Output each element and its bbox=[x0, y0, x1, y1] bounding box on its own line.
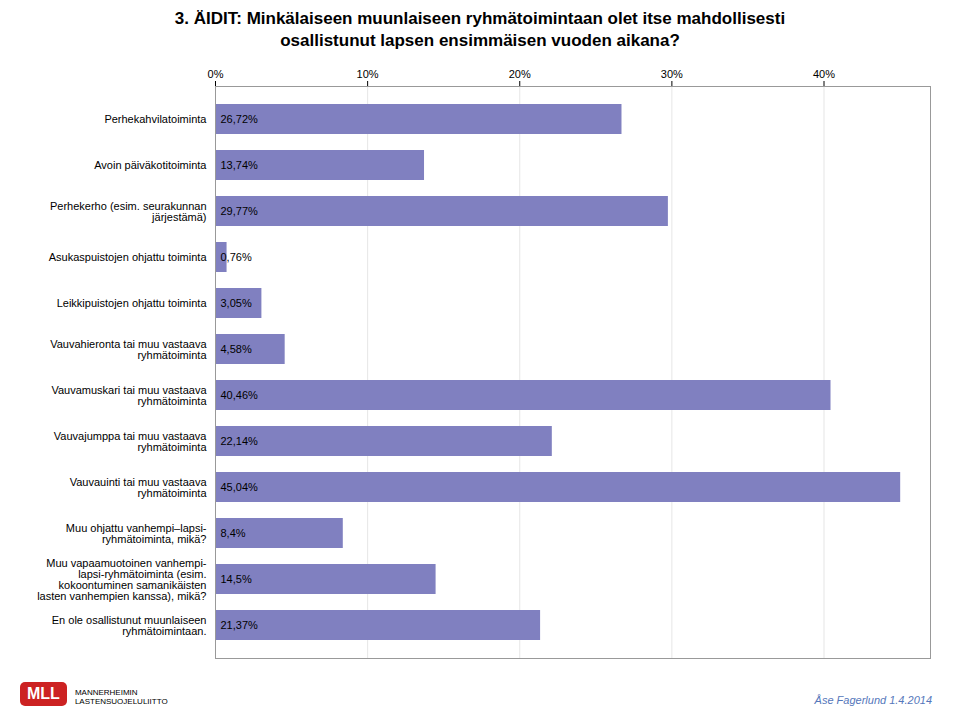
html-text:MLL: MLL bbox=[27, 685, 60, 702]
svg-text:40%: 40% bbox=[813, 68, 835, 80]
svg-text:3,05%: 3,05% bbox=[221, 297, 252, 309]
svg-text:Leikkipuistojen ohjattu toimin: Leikkipuistojen ohjattu toiminta bbox=[57, 297, 208, 309]
svg-text:Vauvahieronta tai muu vastaava: Vauvahieronta tai muu vastaavaryhmätoimi… bbox=[50, 338, 207, 361]
svg-text:30%: 30% bbox=[661, 68, 683, 80]
svg-text:Asukaspuistojen ohjattu toimin: Asukaspuistojen ohjattu toiminta bbox=[49, 251, 208, 263]
svg-text:Vauvauinti tai muu vastaavaryh: Vauvauinti tai muu vastaavaryhmätoiminta bbox=[70, 476, 208, 499]
svg-text:14,5%: 14,5% bbox=[221, 573, 252, 585]
svg-text:0%: 0% bbox=[208, 68, 224, 80]
svg-text:29,77%: 29,77% bbox=[221, 205, 259, 217]
svg-text:21,37%: 21,37% bbox=[221, 619, 259, 631]
html-text:3. ÄIDIT: Minkälaiseen muunlai: 3. ÄIDIT: Minkälaiseen muunlaiseen ryhmä… bbox=[174, 9, 786, 50]
svg-text:Muu vapaamuotoinen vanhempi-la: Muu vapaamuotoinen vanhempi-lapsi-ryhmät… bbox=[37, 557, 207, 602]
svg-text:4,58%: 4,58% bbox=[221, 343, 252, 355]
svg-text:Vauvajumppa tai muu vastaavary: Vauvajumppa tai muu vastaavaryhmätoimint… bbox=[54, 430, 208, 453]
svg-text:En ole osallistunut muunlaisee: En ole osallistunut muunlaiseenryhmätoim… bbox=[52, 614, 207, 637]
svg-text:22,14%: 22,14% bbox=[221, 435, 259, 447]
svg-text:13,74%: 13,74% bbox=[221, 159, 259, 171]
html-text:Åse Fagerlund 1.4.2014: Åse Fagerlund 1.4.2014 bbox=[814, 694, 932, 706]
svg-text:Perhekahvilatoiminta: Perhekahvilatoiminta bbox=[104, 113, 207, 125]
svg-text:Muu ohjattu vanhempi–lapsi-ryh: Muu ohjattu vanhempi–lapsi-ryhmätoiminta… bbox=[66, 522, 207, 545]
svg-text:0,76%: 0,76% bbox=[221, 251, 252, 263]
svg-text:8,4%: 8,4% bbox=[221, 527, 246, 539]
svg-text:26,72%: 26,72% bbox=[221, 113, 259, 125]
svg-text:10%: 10% bbox=[357, 68, 379, 80]
html-text:MANNERHEIMIN LASTENSUOJELULIIT: MANNERHEIMIN LASTENSUOJELULIITTO bbox=[74, 688, 168, 706]
svg-text:Vauvamuskari tai muu vastaavar: Vauvamuskari tai muu vastaavaryhmätoimin… bbox=[51, 384, 207, 407]
svg-text:Perhekerho (esim. seurakunnanj: Perhekerho (esim. seurakunnanjärjestämä) bbox=[50, 200, 207, 223]
svg-text:45,04%: 45,04% bbox=[221, 481, 259, 493]
svg-text:Avoin päiväkotitoiminta: Avoin päiväkotitoiminta bbox=[94, 159, 207, 171]
svg-text:40,46%: 40,46% bbox=[221, 389, 259, 401]
svg-text:20%: 20% bbox=[509, 68, 531, 80]
